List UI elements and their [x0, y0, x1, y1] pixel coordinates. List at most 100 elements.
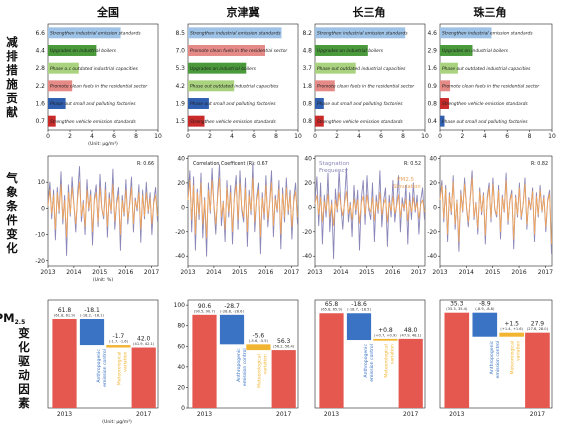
- emission-bar-label: Strengthen vehicle emission standards: [50, 119, 136, 125]
- bar-anthropogenic: [219, 314, 245, 345]
- meteorology-row: -20 -10 0 10 2013 2014 2015 2016 2017 R: 0.66 (Uni…: [35, 155, 553, 283]
- x-tick-label: 2013: [324, 411, 339, 418]
- waterfall-panel: 61.8(61.8, 61.9)-18.1(-18.2, -18.1)-1.7(…: [47, 299, 159, 425]
- emission-bar: [440, 115, 445, 127]
- x-tick-label: 8: [528, 133, 532, 140]
- pm-main: PM: [0, 311, 15, 325]
- y-tick-label: 40: [177, 364, 185, 371]
- emission-value-label: 7.0: [175, 48, 185, 55]
- y-tick-label: 20: [304, 180, 312, 187]
- panel-frame: [187, 299, 299, 409]
- correlation-label: R: 0.82: [531, 161, 548, 167]
- x-tick-label: 2: [208, 133, 212, 140]
- row-label-char: 化: [6, 241, 18, 255]
- waterfall-range-label: (41.9, 42.1): [133, 342, 155, 346]
- x-tick-label: 2015: [232, 269, 247, 276]
- emission-bar-label: Phase o.c outdated industrial capacities: [50, 66, 138, 72]
- x-tick-label: 6: [379, 133, 383, 140]
- emission-value-label: 1.9: [175, 101, 185, 108]
- emission-bar-label: Strengthen industrial emission standards: [442, 30, 533, 36]
- x-tick-label: 2014: [333, 269, 348, 276]
- y-tick-label: 0: [308, 204, 312, 211]
- emission-panel: Strengthen industrial emission standards…: [427, 23, 556, 140]
- series-line: [314, 190, 425, 227]
- x-tick-label: 2013: [40, 269, 55, 276]
- waterfall-range-label: (+1.4, +1.6): [500, 327, 523, 331]
- row-label-char: 措: [6, 63, 18, 77]
- emission-bar: [188, 45, 265, 56]
- y-tick-label: 80: [177, 323, 185, 330]
- waterfall-range-label: (-18.2, -18.1): [80, 314, 104, 318]
- x-tick-label: 6: [505, 133, 509, 140]
- meteorological-label: Meteorological: [116, 352, 122, 386]
- emission-bar: [48, 98, 66, 109]
- row-label-char: 化: [18, 340, 30, 354]
- waterfall-value-label: +1.5: [504, 321, 519, 328]
- row-label-emission: 减 排 措 施 贡 献: [6, 35, 18, 119]
- series-line: [47, 181, 158, 238]
- legend-pm-2: Simulation: [393, 184, 421, 190]
- emission-bar: [315, 80, 335, 92]
- emission-bar: [188, 80, 235, 92]
- emission-value-label: 2.2: [35, 83, 45, 90]
- waterfall-value-label: -18.6: [351, 301, 367, 308]
- waterfall-range-label: (61.8, 61.9): [54, 314, 76, 318]
- x-tick-label: 2017: [530, 411, 545, 418]
- emission-value-label: 3.7: [302, 65, 312, 72]
- emission-panel: Strengthen industrial emission standards…: [302, 23, 429, 140]
- legend-pm: PM2.5: [397, 177, 415, 183]
- emission-bar-label: Strengthen vehicle emission standards: [442, 101, 528, 107]
- x-tick-label: 2013: [432, 269, 447, 276]
- waterfall-value-label: 56.3: [277, 338, 291, 345]
- x-tick-label: 2017: [276, 411, 291, 418]
- anthropogenic-label-2: emission control: [369, 344, 375, 382]
- emission-bar: [315, 27, 406, 39]
- emission-value-label: 8.5: [175, 30, 185, 37]
- y-tick-label: -20: [35, 258, 45, 265]
- emission-bar-label: Strengthen vehicle emission standards: [190, 119, 276, 125]
- emission-bar-label: Phase out small and polluting factories: [50, 101, 136, 107]
- x-tick-label: 2015: [92, 269, 107, 276]
- series-line: [187, 162, 298, 257]
- y-tick-label: -40: [175, 253, 185, 260]
- anthropogenic-label-2: emission control: [242, 348, 248, 386]
- x-tick-label: 2013: [180, 269, 195, 276]
- emission-bar: [48, 115, 56, 127]
- x-tick-label: 2: [335, 133, 339, 140]
- y-tick-label: 0: [41, 205, 45, 212]
- emission-bar-label: Upgrades on industrial boilers: [190, 66, 257, 72]
- waterfall-range-label: (-5.6, -5.5): [249, 339, 269, 343]
- x-tick-label: 2: [68, 133, 72, 140]
- row-label-char: 减: [6, 35, 18, 49]
- emission-value-label: 0.4: [427, 118, 437, 125]
- x-tick-label: 4: [90, 133, 94, 140]
- waterfall-range-label: (65.8, 65.9): [321, 308, 343, 312]
- x-tick-label: 4: [483, 133, 487, 140]
- waterfall-panel: 65.8(65.8, 65.9)-18.6(-18.7, -18.5)+0.8(…: [314, 299, 426, 418]
- panel-frame: [314, 23, 426, 131]
- x-tick-label: 10: [548, 133, 556, 140]
- y-tick-label: 100: [174, 302, 186, 309]
- emission-bar: [315, 62, 356, 74]
- emission-bar-label: Promote clean fuels in the residential s…: [50, 83, 148, 89]
- x-tick-label: 2013: [307, 269, 322, 276]
- anthropogenic-label: Anthropogenic: [236, 348, 242, 382]
- x-tick-label: 0: [46, 133, 50, 140]
- waterfall-range-label: (-18.7, -18.5): [347, 308, 371, 312]
- x-tick-label: 2015: [485, 269, 500, 276]
- series-line: [439, 177, 552, 245]
- bar-2017: [131, 347, 156, 408]
- meteorological-label: Meteorological: [256, 354, 262, 388]
- row-label-char: 变: [6, 227, 18, 241]
- waterfall-value-label: -18.1: [84, 307, 100, 314]
- waterfall-value-label: 65.8: [325, 301, 339, 308]
- y-tick-label: 60: [177, 343, 185, 350]
- emission-value-label: 4.8: [302, 48, 312, 55]
- series-line: [187, 177, 298, 239]
- column-title-yrd: 长三角: [353, 5, 386, 19]
- row-label-char: 施: [6, 77, 18, 91]
- y-tick-label: 40: [429, 155, 437, 162]
- row-label-char: 献: [6, 105, 18, 119]
- y-tick-label: -20: [302, 229, 312, 236]
- column-title-national: 全国: [96, 5, 119, 19]
